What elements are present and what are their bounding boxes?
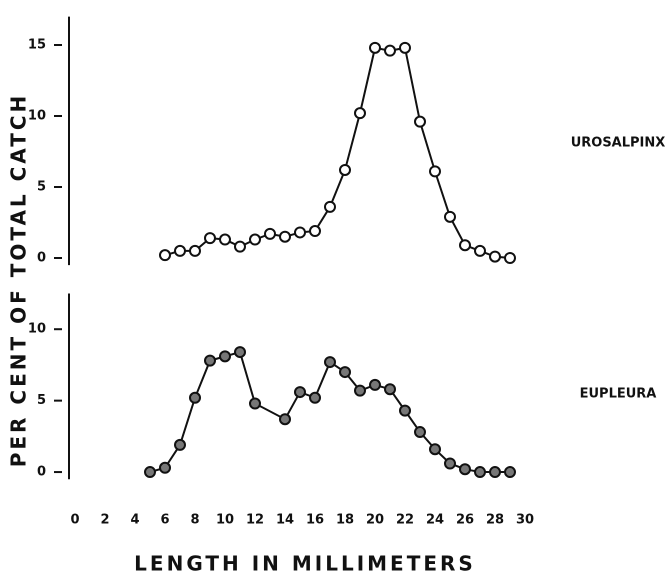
y-tick-label: 10 bbox=[28, 109, 46, 124]
data-point bbox=[189, 244, 201, 257]
data-point bbox=[414, 115, 426, 128]
y-axis-label: PER CENT OF TOTAL CATCH bbox=[7, 93, 31, 468]
y-tick-label: 5 bbox=[37, 393, 46, 408]
data-point bbox=[429, 165, 441, 178]
y-tick-label: 0 bbox=[37, 465, 46, 480]
data-point bbox=[234, 346, 246, 359]
data-point bbox=[159, 249, 171, 262]
data-point bbox=[309, 225, 321, 238]
data-point bbox=[324, 200, 336, 213]
x-tick-label: 26 bbox=[456, 513, 474, 528]
data-point bbox=[414, 426, 426, 439]
data-point bbox=[459, 463, 471, 476]
x-tick-label: 14 bbox=[276, 513, 294, 528]
data-point bbox=[249, 397, 261, 410]
data-point bbox=[189, 391, 201, 404]
data-point bbox=[279, 230, 291, 243]
x-tick-label: 20 bbox=[366, 513, 384, 528]
data-point bbox=[354, 384, 366, 397]
data-point bbox=[174, 244, 186, 257]
x-tick-label: 28 bbox=[486, 513, 504, 528]
data-point bbox=[429, 443, 441, 456]
series-label: UROSALPINX bbox=[571, 136, 666, 151]
data-point bbox=[174, 438, 186, 451]
y-tick-label: 5 bbox=[37, 180, 46, 195]
data-point bbox=[399, 404, 411, 417]
data-point bbox=[504, 466, 516, 479]
data-point bbox=[444, 457, 456, 470]
y-tick-label: 10 bbox=[28, 322, 46, 337]
data-point bbox=[339, 366, 351, 379]
data-point bbox=[309, 391, 321, 404]
data-point bbox=[159, 461, 171, 474]
data-point bbox=[489, 250, 501, 263]
y-tick-label: 15 bbox=[28, 38, 46, 53]
x-tick-label: 0 bbox=[70, 513, 79, 528]
data-point bbox=[474, 466, 486, 479]
data-point bbox=[294, 226, 306, 239]
series-line bbox=[149, 350, 510, 474]
data-point bbox=[339, 163, 351, 176]
data-point bbox=[354, 107, 366, 120]
x-tick-label: 8 bbox=[190, 513, 199, 528]
x-tick-label: 30 bbox=[516, 513, 534, 528]
data-point bbox=[234, 240, 246, 253]
data-point bbox=[474, 244, 486, 257]
data-point bbox=[489, 466, 501, 479]
data-point bbox=[219, 233, 231, 246]
data-point bbox=[219, 350, 231, 363]
data-point bbox=[204, 354, 216, 367]
x-axis-label: LENGTH IN MILLIMETERS bbox=[134, 552, 476, 576]
data-point bbox=[324, 356, 336, 369]
x-tick-label: 10 bbox=[216, 513, 234, 528]
x-tick-label: 16 bbox=[306, 513, 324, 528]
y-tick-label: 0 bbox=[37, 251, 46, 266]
x-tick-label: 18 bbox=[336, 513, 354, 528]
data-point bbox=[249, 233, 261, 246]
data-point bbox=[384, 383, 396, 396]
data-point bbox=[144, 466, 156, 479]
x-tick-label: 22 bbox=[396, 513, 414, 528]
data-point bbox=[504, 252, 516, 264]
data-point bbox=[444, 210, 456, 223]
series-line bbox=[164, 46, 511, 259]
data-point bbox=[369, 41, 381, 54]
data-point bbox=[264, 227, 276, 240]
x-tick-label: 24 bbox=[426, 513, 444, 528]
data-point bbox=[399, 41, 411, 54]
x-tick-label: 2 bbox=[100, 513, 109, 528]
data-point bbox=[384, 44, 396, 57]
x-tick-label: 12 bbox=[246, 513, 264, 528]
data-point bbox=[204, 232, 216, 245]
x-tick-label: 6 bbox=[160, 513, 169, 528]
data-point bbox=[369, 378, 381, 391]
data-point bbox=[294, 386, 306, 399]
data-point bbox=[279, 413, 291, 426]
series-label: EUPLEURA bbox=[580, 387, 657, 402]
data-point bbox=[459, 239, 471, 252]
x-tick-label: 4 bbox=[130, 513, 139, 528]
